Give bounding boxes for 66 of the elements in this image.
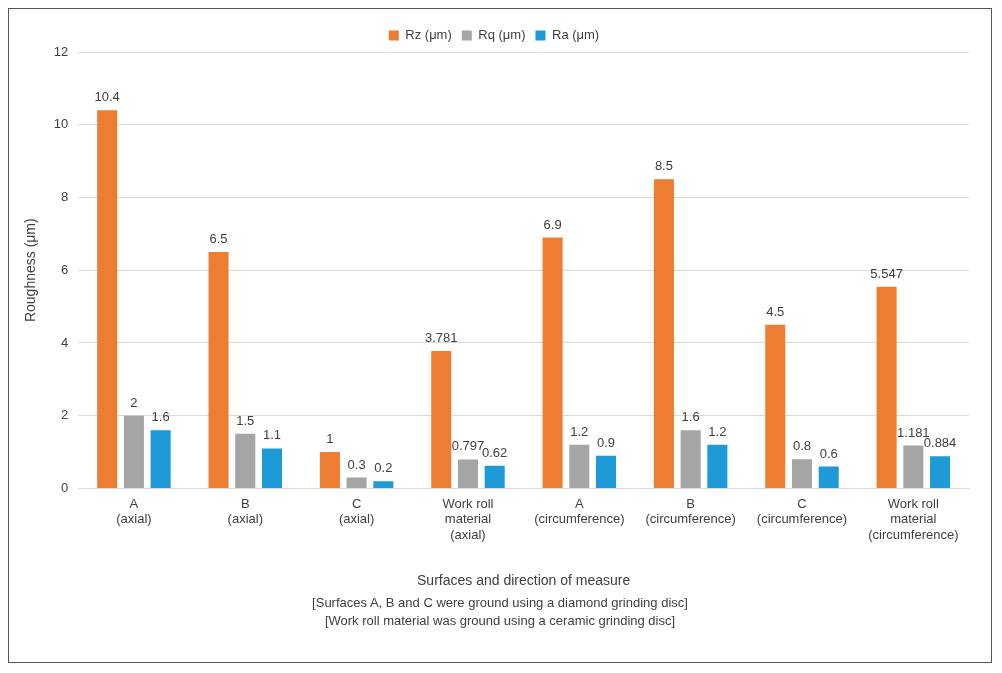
bar [596,455,617,488]
x-tick-label: B (axial) [227,495,263,527]
bar [818,466,839,488]
bar [457,459,478,488]
data-label: 0.6 [819,445,838,461]
data-label: 1.2 [570,423,589,439]
y-tick-label: 0 [61,479,69,495]
x-tick-label: B (circumference) [645,495,736,527]
legend-label: Ra (μm) [551,27,600,43]
bar [484,465,505,488]
x-tick-label: A (circumference) [534,495,625,527]
x-tick-label: C (circumference) [756,495,848,527]
x-tick-label: Work roll material (axial) [442,495,494,542]
bar [569,444,590,488]
bar [123,415,144,488]
data-label: 4.5 [766,303,785,319]
bar [261,448,283,488]
x-axis-title: Surfaces and direction of measure [417,572,631,589]
bar [653,179,674,488]
text: [Work roll material was ground using a ceramic grinding disc] [323,612,677,630]
data-label: 1.6 [681,409,700,425]
y-tick-label: 12 [53,43,69,59]
bar [542,237,563,488]
data-label: 1.6 [151,409,170,425]
data-label: 1 [326,431,334,447]
data-label: 8.5 [654,158,673,174]
data-label: 5.547 [870,265,903,281]
data-label: 6.9 [543,216,562,232]
data-label: 3.781 [424,329,458,345]
bar [680,430,701,488]
data-label: 2 [130,394,138,410]
bar [97,110,118,488]
bar [150,430,171,488]
bar [903,445,924,488]
x-tick-label: C (axial) [338,495,375,527]
bar [373,481,394,488]
y-tick-label: 6 [61,261,69,277]
y-tick-label: 2 [61,407,69,423]
bar [707,444,728,488]
bar [930,456,951,488]
bar [235,433,256,488]
data-label: 1.5 [236,412,255,428]
y-tick-label: 8 [61,189,69,205]
x-tick-label: Work roll material (circumference) [868,495,959,542]
legend-label: Rz (μm) [405,27,452,43]
data-label: 0.3 [347,456,366,472]
bar [319,452,340,488]
data-label: 0.8 [792,438,812,454]
bar [208,252,229,488]
y-axis-title: Roughness (μm) [22,218,39,323]
legend-label: Rq (μm) [478,27,526,43]
bar [346,477,367,488]
bar [765,324,786,488]
y-tick-label: 10 [53,116,69,132]
text: [Surfaces A, B and C were ground using a diamond grinding disc] [311,594,689,612]
bar [431,350,452,488]
data-label: 1.2 [708,423,727,439]
data-label: 0.9 [596,434,616,450]
y-tick-label: 4 [61,334,69,350]
x-tick-label: A (axial) [116,495,152,527]
bar [876,286,897,488]
data-label: 1.1 [262,427,282,443]
data-label: 6.5 [209,231,228,247]
data-label: 10.4 [94,89,120,105]
data-label: 0.2 [374,460,393,476]
bar [791,459,813,488]
